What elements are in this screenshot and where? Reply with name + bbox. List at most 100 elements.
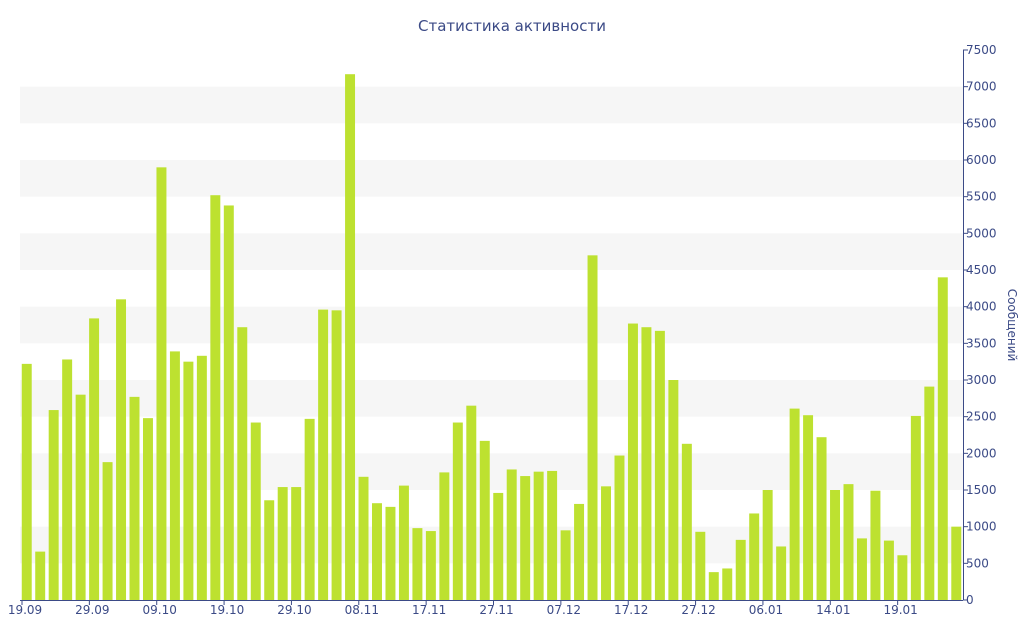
x-tick-label: 08.11 — [345, 603, 379, 617]
bar[interactable] — [169, 351, 180, 600]
bar[interactable] — [910, 415, 921, 600]
bar[interactable] — [425, 531, 436, 600]
bar[interactable] — [116, 299, 127, 600]
x-tick-label: 27.12 — [681, 603, 715, 617]
bar[interactable] — [856, 538, 867, 600]
bar[interactable] — [439, 472, 450, 600]
x-tick-label: 29.10 — [277, 603, 311, 617]
bar[interactable] — [627, 323, 638, 600]
bar[interactable] — [574, 503, 585, 600]
bar[interactable] — [601, 486, 611, 600]
bar[interactable] — [708, 572, 719, 600]
bar[interactable] — [520, 476, 531, 600]
y-tick-label: 2000 — [966, 446, 997, 460]
bar[interactable] — [749, 513, 760, 600]
bar[interactable] — [62, 359, 73, 600]
bar[interactable] — [142, 418, 153, 600]
bar[interactable] — [951, 526, 962, 600]
y-tick-label: 7000 — [966, 80, 997, 94]
bar[interactable] — [614, 455, 625, 600]
bar[interactable] — [735, 539, 746, 600]
bar[interactable] — [452, 422, 463, 600]
bar[interactable] — [937, 277, 948, 600]
bar[interactable] — [830, 490, 841, 600]
bar[interactable] — [843, 484, 854, 600]
bar[interactable] — [924, 386, 935, 600]
y-tick-label: 6500 — [966, 116, 997, 130]
bar[interactable] — [35, 551, 46, 600]
bar[interactable] — [533, 471, 544, 600]
bar[interactable] — [412, 528, 423, 600]
bar[interactable] — [897, 555, 908, 600]
bar[interactable] — [210, 195, 221, 600]
bar[interactable] — [722, 568, 733, 600]
y-tick-label: 6000 — [966, 153, 997, 167]
bar[interactable] — [547, 470, 558, 600]
bar[interactable] — [75, 394, 86, 600]
bar[interactable] — [21, 363, 32, 600]
bar[interactable] — [762, 490, 773, 600]
y-tick-label: 7500 — [966, 43, 997, 57]
bar[interactable] — [560, 530, 571, 600]
grid-band — [20, 160, 963, 197]
x-tick-label: 06.01 — [749, 603, 783, 617]
y-tick-label: 5000 — [966, 226, 997, 240]
bar[interactable] — [641, 327, 652, 600]
x-tick-label: 09.10 — [143, 603, 177, 617]
bar[interactable] — [654, 330, 665, 600]
bar[interactable] — [789, 408, 800, 600]
bar[interactable] — [398, 485, 409, 600]
grid-band — [20, 233, 963, 270]
bar[interactable] — [264, 500, 275, 600]
y-tick-label: 3500 — [966, 336, 997, 350]
bar[interactable] — [304, 418, 315, 600]
bar[interactable] — [493, 492, 504, 600]
bar[interactable] — [506, 469, 517, 600]
bar[interactable] — [816, 437, 827, 600]
grid-band — [20, 86, 963, 124]
bar[interactable] — [183, 361, 194, 600]
y-axis: 0 500 1000 1500 2000 2500 3000 3500 4000 4500 5000… — [963, 43, 997, 607]
bar[interactable] — [129, 396, 140, 600]
bar[interactable] — [318, 309, 329, 600]
bar[interactable] — [345, 74, 356, 600]
bar[interactable] — [358, 476, 369, 600]
x-tick-label: 19.09 — [8, 603, 42, 617]
bar[interactable] — [237, 327, 248, 600]
bar[interactable] — [466, 405, 477, 600]
bar[interactable] — [291, 487, 302, 600]
bar[interactable] — [776, 546, 787, 600]
bar[interactable] — [883, 540, 894, 600]
bar[interactable] — [48, 410, 59, 600]
bar[interactable] — [223, 205, 234, 600]
bar[interactable] — [277, 487, 288, 600]
bar[interactable] — [695, 531, 706, 600]
bar[interactable] — [479, 440, 490, 600]
bar[interactable] — [89, 318, 100, 600]
bar[interactable] — [196, 355, 207, 600]
x-tick-label: 17.12 — [614, 603, 648, 617]
bar[interactable] — [870, 490, 881, 600]
x-tick-label: 27.11 — [479, 603, 513, 617]
x-tick-label: 19.10 — [210, 603, 244, 617]
bar[interactable] — [331, 310, 342, 600]
x-tick-label: 29.09 — [75, 603, 109, 617]
y-tick-label: 5500 — [966, 190, 997, 204]
x-tick-label: 19.01 — [883, 603, 917, 617]
x-tick-label: 14.01 — [816, 603, 850, 617]
x-tick-label: 17.11 — [412, 603, 446, 617]
y-tick-label: 1000 — [966, 520, 997, 534]
bar[interactable] — [156, 167, 167, 601]
bar[interactable] — [681, 443, 692, 600]
bar[interactable] — [803, 415, 814, 600]
y-tick-label: 4500 — [966, 263, 997, 277]
y-tick-label: 4000 — [966, 300, 997, 314]
bar[interactable] — [385, 506, 396, 600]
bar[interactable] — [668, 380, 679, 600]
y-tick-label: 0 — [966, 593, 974, 607]
bar[interactable] — [102, 462, 113, 600]
bar[interactable] — [587, 255, 598, 601]
bar[interactable] — [250, 422, 261, 600]
bars — [21, 74, 962, 601]
bar[interactable] — [372, 503, 382, 600]
